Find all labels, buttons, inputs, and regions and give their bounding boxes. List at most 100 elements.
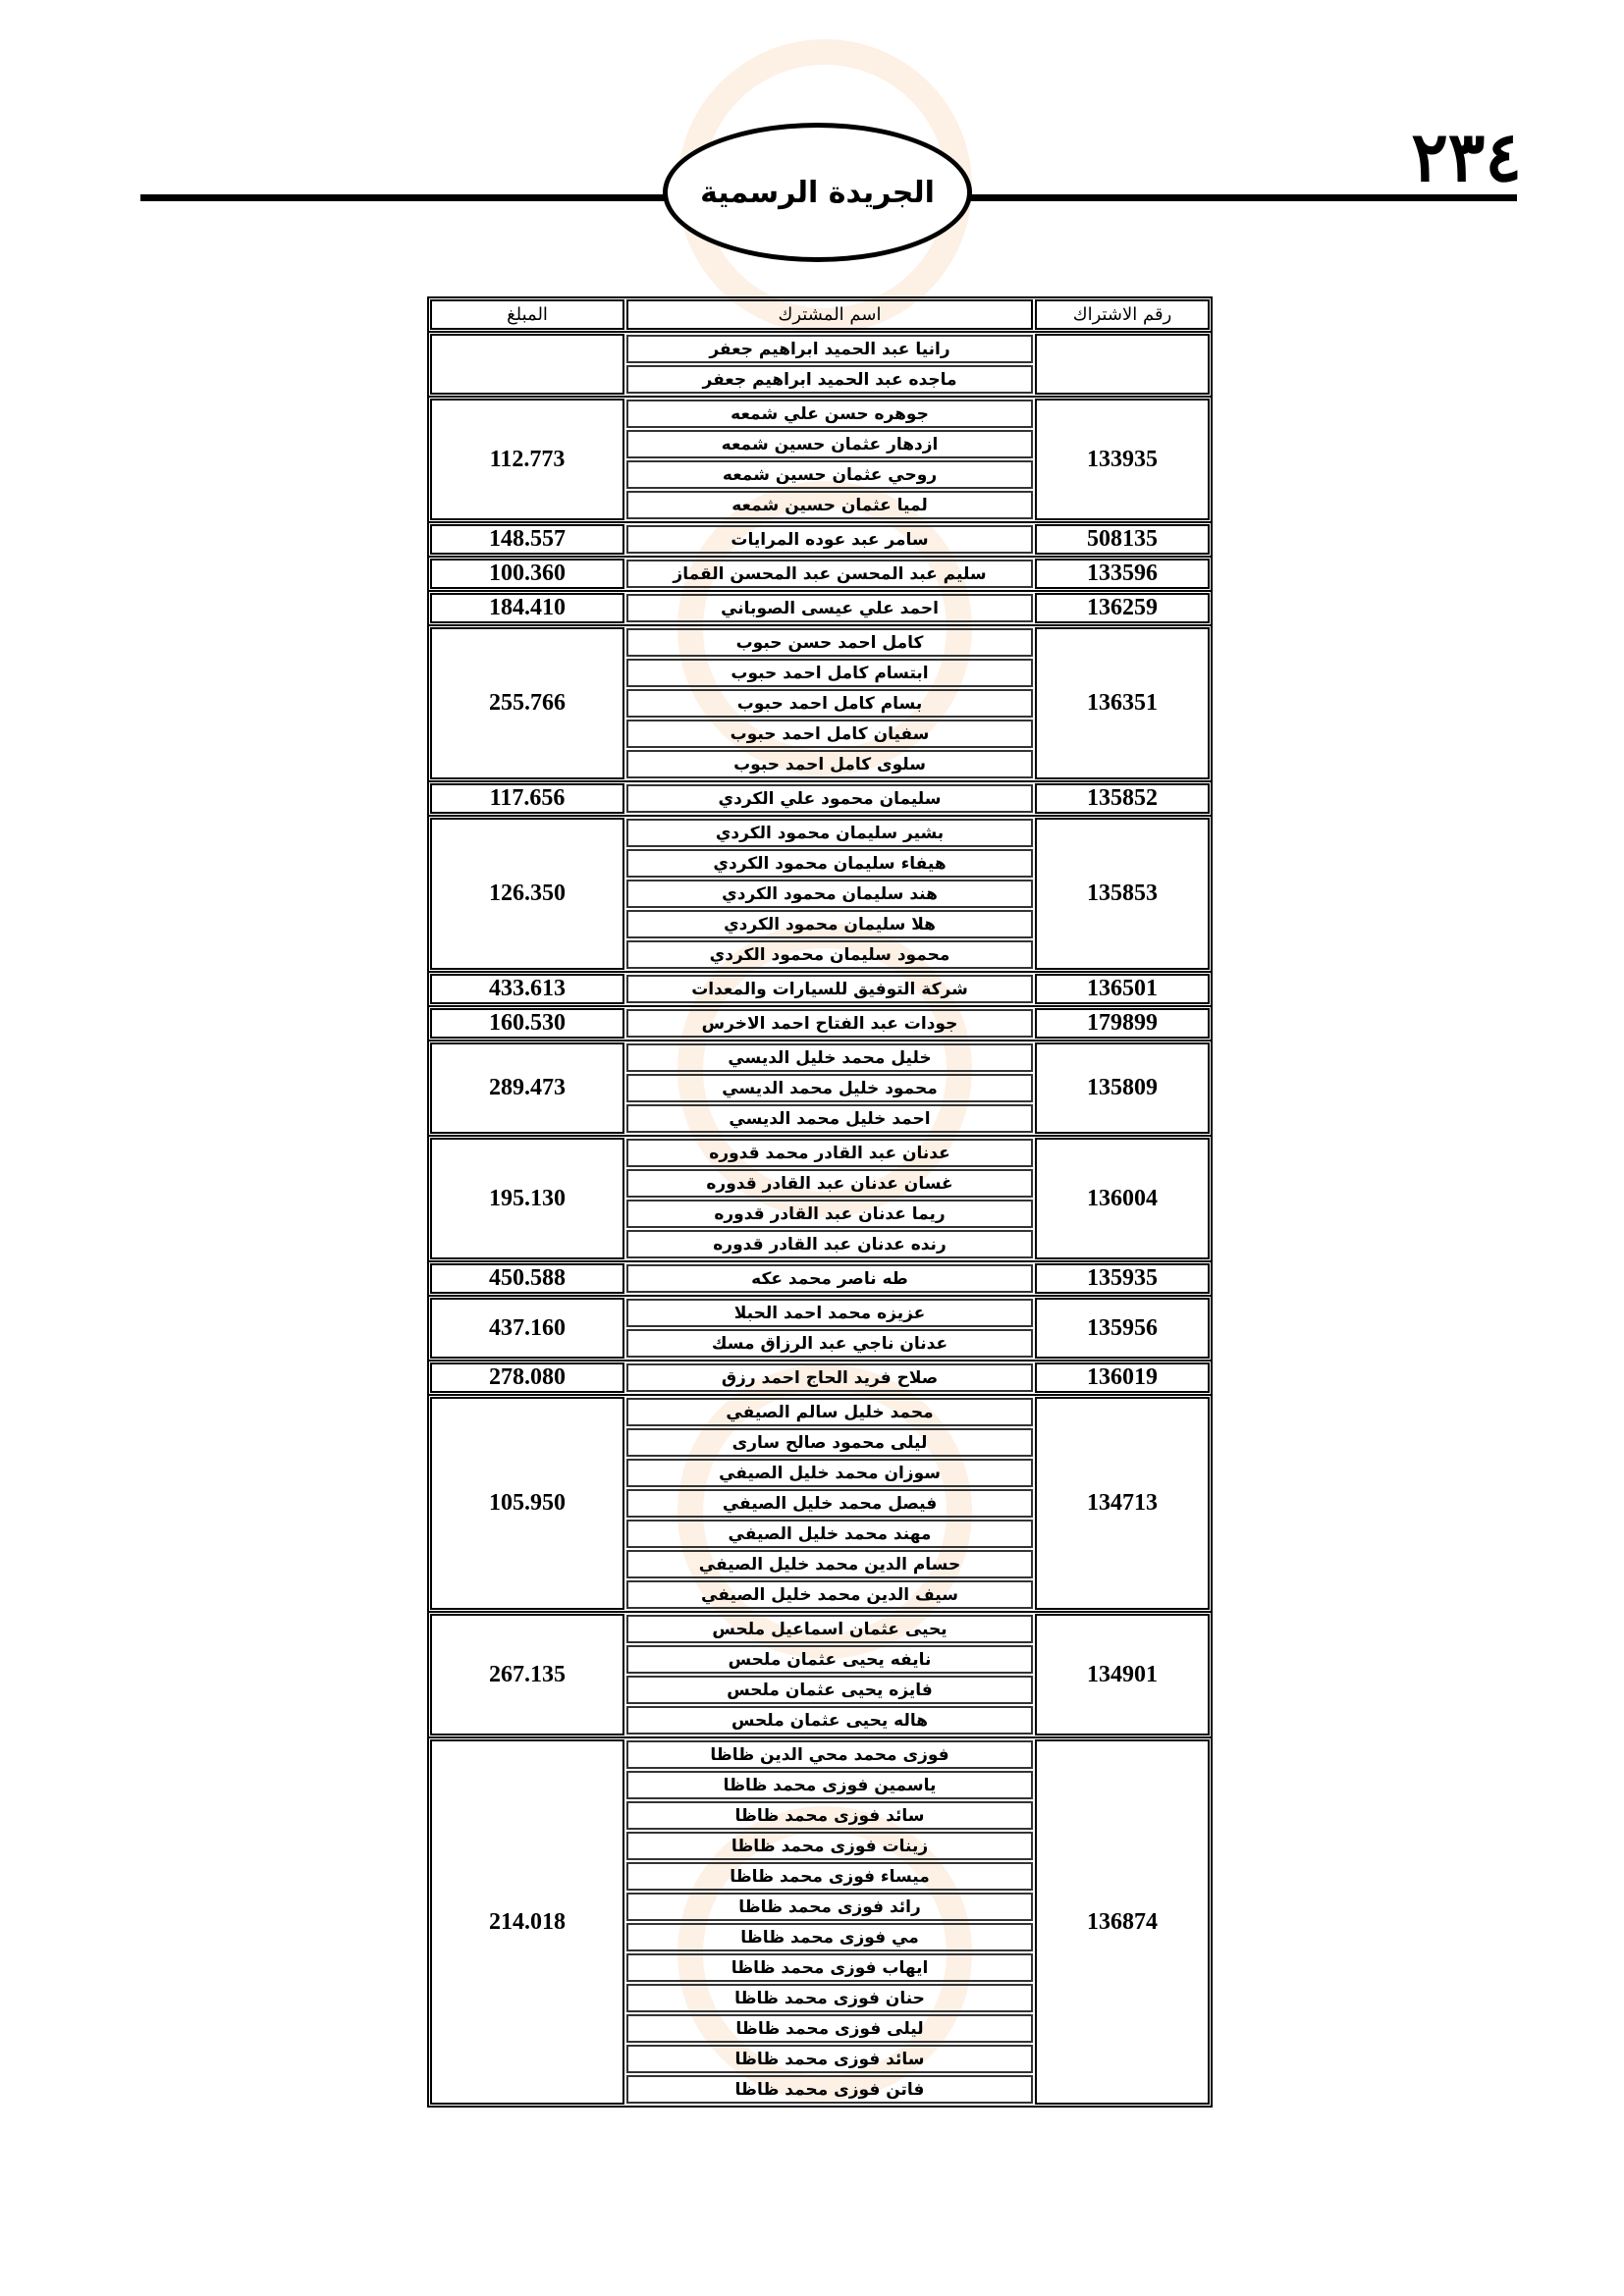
subscription-number: 136874 — [1035, 1739, 1210, 2105]
amount: 117.656 — [430, 783, 624, 814]
column-header-name: اسم المشترك — [626, 299, 1033, 330]
subscriber-names: فوزى محمد محي الدين ظاظا ياسمين فوزى محمد… — [626, 1739, 1033, 2105]
subscriber-name: هاله يحيى عثمان ملحس — [626, 1706, 1033, 1735]
subscriber-names: احمد علي عيسى الصوباني — [626, 593, 1033, 623]
subscriber-name: يحيى عثمان اسماعيل ملحس — [626, 1615, 1033, 1643]
subscriber-name: سائد فوزى محمد ظاظا — [626, 2045, 1033, 2073]
subscriber-names: رانيا عبد الحميد ابراهيم جعفر ماجده عبد ا… — [626, 334, 1033, 395]
subscription-number: 135853 — [1035, 818, 1210, 970]
table-row: 136259 احمد علي عيسى الصوباني 184.410 — [429, 592, 1211, 626]
amount: 214.018 — [430, 1739, 624, 2105]
subscriber-name: حنان فوزى محمد ظاظا — [626, 1984, 1033, 2012]
subscriber-name: محمود سليمان محمود الكردي — [626, 940, 1033, 969]
subscriber-name: سليمان محمود علي الكردي — [626, 784, 1033, 813]
table-row: 135935 طه ناصر محمد عكه 450.588 — [429, 1262, 1211, 1297]
subscriber-name: مي فوزى محمد ظاظا — [626, 1923, 1033, 1951]
subscription-number: 179899 — [1035, 1008, 1210, 1039]
subscription-number — [1035, 334, 1210, 395]
subscriber-name: ازدهار عثمان حسين شمعه — [626, 430, 1033, 458]
subscriber-name: نايفه يحيى عثمان ملحس — [626, 1645, 1033, 1674]
subscriber-name: ريما عدنان عبد القادر قدوره — [626, 1200, 1033, 1228]
subscriber-name: خليل محمد خليل الديسي — [626, 1043, 1033, 1072]
amount: 195.130 — [430, 1138, 624, 1259]
subscription-number: 135809 — [1035, 1042, 1210, 1134]
subscriber-names: سليم عبد المحسن عبد المحسن القماز — [626, 559, 1033, 589]
subscriber-names: بشير سليمان محمود الكردي هيفاء سليمان محم… — [626, 818, 1033, 970]
subscriber-names: سامر عبد عوده المرايات — [626, 524, 1033, 555]
subscriber-names: يحيى عثمان اسماعيل ملحس نايفه يحيى عثمان … — [626, 1614, 1033, 1735]
amount: 450.588 — [430, 1263, 624, 1294]
table-row: 136004 عدنان عبد القادر محمد قدوره غسان عد… — [429, 1137, 1211, 1262]
amount: 148.557 — [430, 524, 624, 555]
subscriber-names: طه ناصر محمد عكه — [626, 1263, 1033, 1294]
table-row: 135956 عزيزه محمد احمد الحبلا عدنان ناجي ع… — [429, 1297, 1211, 1362]
subscriber-name: ليلى فوزى محمد ظاظا — [626, 2014, 1033, 2043]
amount: 433.613 — [430, 974, 624, 1004]
amount: 289.473 — [430, 1042, 624, 1134]
subscriber-names: جودات عبد الفتاح احمد الاخرس — [626, 1008, 1033, 1039]
table-row: 136019 صلاح فريد الحاج احمد رزق 278.080 — [429, 1362, 1211, 1396]
subscriber-name: احمد خليل محمد الديسي — [626, 1104, 1033, 1133]
subscription-number: 508135 — [1035, 524, 1210, 555]
subscriber-name: زينات فوزى محمد ظاظا — [626, 1832, 1033, 1860]
table-row: 133935 جوهره حسن علي شمعه ازدهار عثمان حسي… — [429, 398, 1211, 523]
table-row: رانيا عبد الحميد ابراهيم جعفر ماجده عبد ا… — [429, 333, 1211, 398]
subscription-number: 135935 — [1035, 1263, 1210, 1294]
table-row: 135853 بشير سليمان محمود الكردي هيفاء سليم… — [429, 817, 1211, 973]
subscriber-names: سليمان محمود علي الكردي — [626, 783, 1033, 814]
amount: 184.410 — [430, 593, 624, 623]
subscriber-name: هند سليمان محمود الكردي — [626, 880, 1033, 908]
amount: 160.530 — [430, 1008, 624, 1039]
subscriber-name: ماجده عبد الحميد ابراهيم جعفر — [626, 365, 1033, 394]
amount: 100.360 — [430, 559, 624, 589]
subscribers-table: رقم الاشتراك اسم المشترك المبلغ رانيا عب… — [427, 296, 1213, 2108]
subscriber-name: بسام كامل احمد حبوب — [626, 689, 1033, 718]
subscriber-name: روحي عثمان حسين شمعه — [626, 460, 1033, 489]
subscriber-name: ابتسام كامل احمد حبوب — [626, 659, 1033, 687]
subscriber-names: عزيزه محمد احمد الحبلا عدنان ناجي عبد الر… — [626, 1298, 1033, 1359]
subscriber-name: كامل احمد حسن حبوب — [626, 628, 1033, 657]
subscriber-names: شركة التوفيق للسيارات والمعدات — [626, 974, 1033, 1004]
subscriber-name: فيصل محمد خليل الصيفي — [626, 1489, 1033, 1518]
gazette-title: الجريدة الرسمية — [700, 175, 935, 210]
subscriber-name: فايزه يحيى عثمان ملحس — [626, 1676, 1033, 1704]
subscriber-name: رنده عدنان عبد القادر قدوره — [626, 1230, 1033, 1258]
subscriber-name: سلوى كامل احمد حبوب — [626, 750, 1033, 778]
table-row: 135809 خليل محمد خليل الديسي محمود خليل مح… — [429, 1041, 1211, 1137]
subscriber-names: محمد خليل سالم الصيفي ليلى محمود صالح سار… — [626, 1397, 1033, 1610]
subscription-number: 135956 — [1035, 1298, 1210, 1359]
subscriber-name: هيفاء سليمان محمود الكردي — [626, 849, 1033, 878]
subscriber-name: سوزان محمد خليل الصيفي — [626, 1459, 1033, 1487]
page-number: ٢٣٤ — [1411, 116, 1522, 197]
amount: 437.160 — [430, 1298, 624, 1359]
column-header-number: رقم الاشتراك — [1035, 299, 1210, 330]
subscriber-name: ايهاب فوزى محمد ظاظا — [626, 1953, 1033, 1982]
subscriber-names: عدنان عبد القادر محمد قدوره غسان عدنان عب… — [626, 1138, 1033, 1259]
subscription-number: 136501 — [1035, 974, 1210, 1004]
subscription-number: 135852 — [1035, 783, 1210, 814]
subscriber-name: رانيا عبد الحميد ابراهيم جعفر — [626, 335, 1033, 363]
subscription-number: 136259 — [1035, 593, 1210, 623]
subscriber-name: ميساء فوزى محمد ظاظا — [626, 1862, 1033, 1891]
table-header-row: رقم الاشتراك اسم المشترك المبلغ — [429, 298, 1211, 333]
subscriber-name: عدنان عبد القادر محمد قدوره — [626, 1139, 1033, 1167]
column-header-amount: المبلغ — [430, 299, 624, 330]
subscriber-name: سيف الدين محمد خليل الصيفي — [626, 1580, 1033, 1609]
subscriber-name: محمود خليل محمد الديسي — [626, 1074, 1033, 1102]
amount: 255.766 — [430, 627, 624, 779]
table-row: 133596 سليم عبد المحسن عبد المحسن القماز 1… — [429, 558, 1211, 592]
table-row: 136351 كامل احمد حسن حبوب ابتسام كامل احمد… — [429, 626, 1211, 782]
subscriber-name: احمد علي عيسى الصوباني — [626, 594, 1033, 622]
subscriber-name: لميا عثمان حسين شمعه — [626, 491, 1033, 519]
subscriber-name: ياسمين فوزى محمد ظاظا — [626, 1771, 1033, 1799]
subscriber-name: سامر عبد عوده المرايات — [626, 525, 1033, 554]
subscription-number: 136004 — [1035, 1138, 1210, 1259]
subscriber-name: غسان عدنان عبد القادر قدوره — [626, 1169, 1033, 1198]
table-row: 179899 جودات عبد الفتاح احمد الاخرس 160.53… — [429, 1007, 1211, 1041]
subscriber-name: عدنان ناجي عبد الرزاق مسك — [626, 1329, 1033, 1358]
subscriber-name: جوهره حسن علي شمعه — [626, 400, 1033, 428]
subscriber-name: فوزى محمد محي الدين ظاظا — [626, 1740, 1033, 1769]
subscriber-name: سليم عبد المحسن عبد المحسن القماز — [626, 560, 1033, 588]
table-row: 136501 شركة التوفيق للسيارات والمعدات 433.… — [429, 973, 1211, 1007]
subscription-number: 134713 — [1035, 1397, 1210, 1610]
